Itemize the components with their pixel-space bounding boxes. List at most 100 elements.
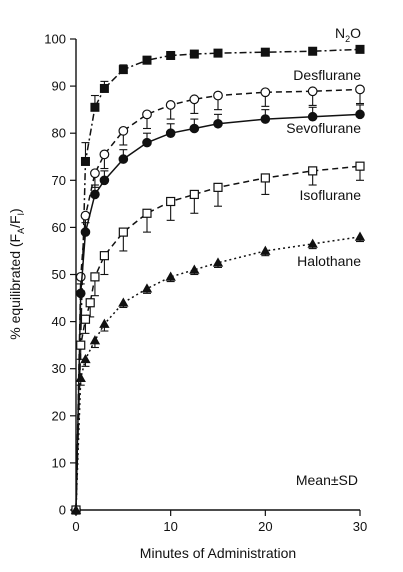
data-point-n2o bbox=[166, 50, 176, 60]
y-tick-label: 20 bbox=[52, 408, 66, 423]
series-label-halothane: Halothane bbox=[297, 253, 361, 269]
data-point-isoflurane bbox=[118, 227, 128, 237]
y-ticks: 0 10 20 30 40 50 60 70 80 90 100 bbox=[44, 32, 76, 518]
data-point-halothane bbox=[99, 318, 110, 328]
data-point-isoflurane bbox=[76, 340, 86, 350]
data-point-halothane bbox=[260, 245, 271, 255]
data-point-isoflurane bbox=[213, 182, 223, 192]
data-point-sevoflurane bbox=[75, 288, 86, 299]
data-point-halothane bbox=[212, 257, 224, 267]
data-point-desflurane bbox=[142, 109, 152, 120]
data-point-halothane bbox=[354, 231, 366, 241]
data-point-isoflurane bbox=[260, 173, 270, 183]
data-point-desflurane bbox=[165, 100, 176, 110]
data-point-isoflurane bbox=[90, 272, 100, 282]
x-tick-label: 10 bbox=[163, 519, 177, 534]
series-label-n2o: N2O bbox=[335, 25, 361, 44]
data-point-sevoflurane bbox=[213, 118, 223, 129]
data-point-desflurane bbox=[260, 87, 271, 98]
series-layer bbox=[70, 44, 366, 515]
x-axis-title: Minutes of Administration bbox=[140, 545, 296, 561]
x-tick-label: 0 bbox=[72, 519, 79, 534]
data-point-desflurane bbox=[75, 271, 86, 282]
x-ticks: 0 10 20 30 bbox=[72, 510, 367, 534]
data-point-sevoflurane bbox=[307, 111, 318, 122]
y-tick-label: 50 bbox=[52, 267, 66, 282]
data-point-desflurane bbox=[118, 125, 129, 136]
data-point-desflurane bbox=[189, 94, 200, 105]
data-point-sevoflurane bbox=[118, 154, 129, 164]
series-label-isoflurane: Isoflurane bbox=[300, 187, 362, 203]
n2o-label-main: N bbox=[335, 25, 345, 41]
y-tick-label: 100 bbox=[44, 32, 66, 47]
data-point-n2o bbox=[80, 156, 90, 166]
data-point-sevoflurane bbox=[165, 128, 176, 138]
data-point-n2o bbox=[99, 83, 109, 93]
y-axis-title: % equilibrated (FA/FI) bbox=[7, 208, 26, 339]
data-point-desflurane bbox=[307, 86, 318, 97]
data-point-isoflurane bbox=[80, 314, 91, 324]
data-point-halothane bbox=[165, 271, 176, 281]
data-point-sevoflurane bbox=[99, 175, 110, 186]
y-tick-label: 40 bbox=[52, 314, 66, 329]
data-point-sevoflurane bbox=[80, 227, 91, 237]
series-n2o bbox=[71, 44, 365, 515]
data-point-sevoflurane bbox=[260, 114, 271, 124]
series-line-desflurane bbox=[75, 88, 361, 511]
n2o-label-end: O bbox=[350, 25, 361, 41]
y-tick-label: 80 bbox=[52, 126, 66, 141]
series-label-desflurane: Desflurane bbox=[293, 67, 361, 83]
series-line-isoflurane bbox=[75, 165, 361, 511]
y-axis-title-sub-a: A bbox=[16, 228, 26, 234]
mean-sd-annotation: Mean±SD bbox=[296, 472, 358, 488]
y-axis-title-end: ) bbox=[7, 208, 23, 213]
data-point-desflurane bbox=[355, 84, 365, 95]
x-tick-label: 20 bbox=[258, 519, 272, 534]
data-point-sevoflurane bbox=[90, 189, 100, 200]
y-tick-label: 10 bbox=[52, 455, 66, 470]
y-tick-label: 90 bbox=[52, 79, 66, 94]
data-point-sevoflurane bbox=[142, 137, 152, 148]
series-isoflurane bbox=[71, 161, 365, 515]
data-point-isoflurane bbox=[355, 161, 365, 171]
data-point-isoflurane bbox=[308, 166, 318, 176]
y-axis-title-sub-i: I bbox=[16, 213, 26, 216]
data-point-n2o bbox=[118, 65, 128, 75]
data-point-n2o bbox=[142, 55, 152, 65]
data-point-sevoflurane bbox=[189, 123, 200, 134]
series-label-sevoflurane: Sevoflurane bbox=[286, 120, 361, 136]
series-sevoflurane bbox=[71, 104, 365, 515]
series-line-n2o bbox=[75, 48, 361, 511]
y-axis-title-mid: /F bbox=[7, 215, 23, 227]
y-tick-label: 0 bbox=[59, 503, 66, 518]
y-tick-label: 30 bbox=[52, 361, 66, 376]
y-tick-label: 70 bbox=[52, 173, 66, 188]
series-line-sevoflurane bbox=[75, 113, 361, 511]
data-point-n2o bbox=[213, 48, 223, 58]
data-point-halothane bbox=[70, 504, 82, 514]
data-point-isoflurane bbox=[189, 189, 199, 200]
data-point-n2o bbox=[308, 46, 318, 56]
data-point-isoflurane bbox=[85, 298, 95, 308]
series-desflurane bbox=[71, 84, 365, 515]
data-point-n2o bbox=[189, 49, 199, 59]
data-point-n2o bbox=[355, 44, 365, 54]
data-point-halothane bbox=[118, 297, 129, 307]
data-point-n2o bbox=[90, 102, 100, 112]
data-point-desflurane bbox=[99, 149, 110, 160]
data-point-halothane bbox=[89, 335, 101, 345]
data-point-isoflurane bbox=[166, 196, 176, 207]
y-axis-title-main: % equilibrated (F bbox=[7, 234, 23, 340]
data-point-isoflurane bbox=[142, 208, 152, 218]
data-point-halothane bbox=[75, 372, 86, 383]
data-point-halothane bbox=[307, 238, 318, 248]
x-tick-label: 30 bbox=[353, 519, 367, 534]
data-point-desflurane bbox=[90, 168, 100, 179]
series-line-halothane bbox=[75, 236, 361, 511]
y-tick-label: 60 bbox=[52, 220, 66, 235]
n2o-label-sub: 2 bbox=[345, 34, 350, 44]
data-point-sevoflurane bbox=[355, 109, 365, 120]
data-point-halothane bbox=[80, 353, 91, 364]
data-point-n2o bbox=[260, 47, 270, 57]
